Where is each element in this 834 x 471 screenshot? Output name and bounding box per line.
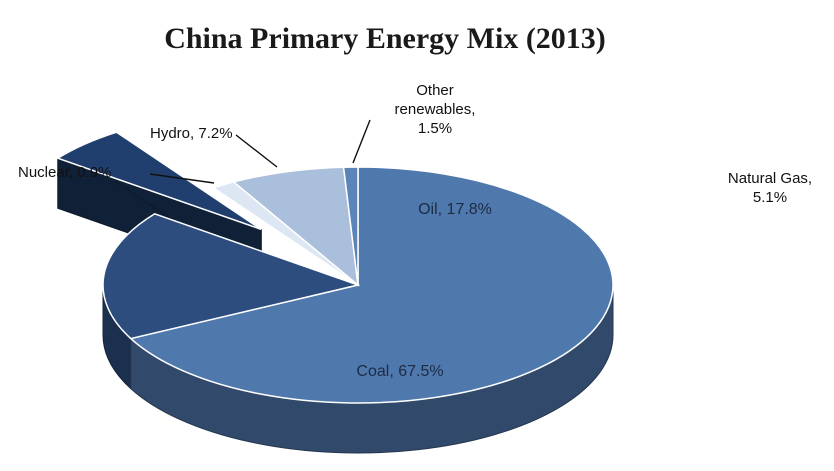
slice-label-coal: Coal, 67.5%: [356, 363, 443, 380]
slice-coal: [129, 166, 614, 404]
slice-nuclear: [342, 166, 359, 286]
label-leader-lines: [149, 119, 371, 184]
leader-line-other-renewables: [352, 119, 371, 164]
slice-label-oil: Oil, 17.8%: [418, 201, 492, 218]
slice-labels: Coal, 67.5% Oil, 17.8% Natural Gas, 5.1% Oth…: [18, 82, 812, 380]
slice-oil: [102, 213, 361, 340]
slice-label-natural-gas: Natural Gas, 5.1%: [728, 170, 812, 206]
slice-natural-gas: [56, 131, 262, 231]
slice-label-hydro: Hydro, 7.2%: [150, 125, 233, 142]
leader-line-nuclear: [149, 173, 215, 184]
leader-line-hydro: [235, 134, 278, 168]
slice-hydro: [232, 166, 359, 287]
slice-label-other-renewables: Other renewables, 1.5%: [395, 82, 476, 137]
pie-slices: [56, 131, 614, 404]
chart-title: China Primary Energy Mix (2013): [164, 22, 606, 55]
slice-label-nuclear: Nuclear, 0.9%: [18, 164, 111, 181]
